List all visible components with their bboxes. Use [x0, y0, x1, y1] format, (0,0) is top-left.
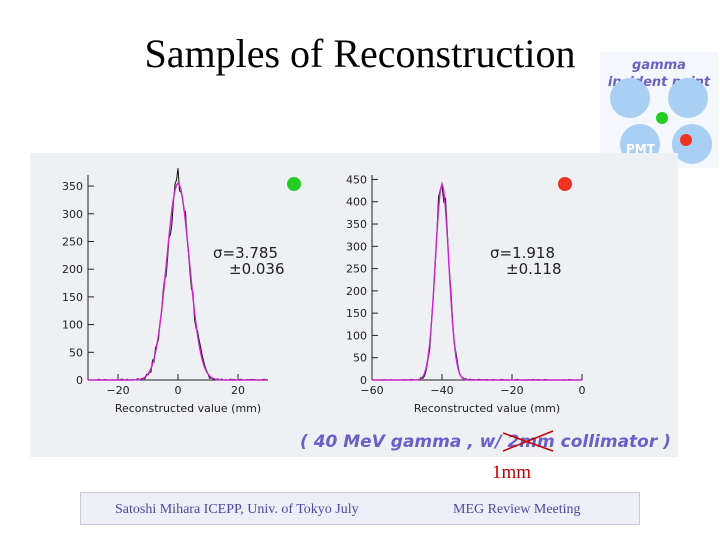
y-tick-label-0-50: 50 — [69, 346, 83, 359]
incident-marker-red — [558, 177, 572, 191]
y-tick-label-1-250: 250 — [346, 263, 367, 276]
y-tick-label-0-350: 350 — [62, 180, 83, 193]
y-tick-label-1-50: 50 — [353, 352, 367, 365]
x-axis-label-1: Reconstructed value (mm) — [414, 402, 560, 415]
y-tick-label-1-150: 150 — [346, 307, 367, 320]
y-tick-label-1-350: 350 — [346, 218, 367, 231]
incident-marker-green — [287, 177, 301, 191]
plot-area: 0 50 100 150 200 250 300 350 −20 0 20 Reconstructed… — [30, 153, 678, 457]
y-tick-label-1-0: 0 — [360, 374, 367, 387]
y-tick-label-1-400: 400 — [346, 196, 367, 209]
x-axis-label-0: Reconstructed value (mm) — [115, 402, 261, 415]
beam-condition-note: ( 40 MeV gamma , w/ 2mm collimator ) — [300, 430, 671, 452]
gaussian-fit-0 — [88, 182, 268, 381]
pmt-label: PMT — [626, 142, 656, 156]
y-tick-label-0-200: 200 — [62, 263, 83, 276]
footer-meeting: MEG Review Meeting — [453, 502, 581, 517]
pmt-disc-bottom-right — [672, 124, 712, 164]
x-tick-label-0-1: 0 — [175, 384, 182, 397]
y-tick-label-0-0: 0 — [76, 374, 83, 387]
x-tick-label-0-0: −20 — [106, 384, 129, 397]
footer-author: Satoshi Mihara ICEPP, Univ. of Tokyo Jul… — [115, 502, 359, 517]
y-tick-label-0-250: 250 — [62, 235, 83, 248]
incident-point-legend: gamma incident point PMT — [600, 52, 718, 168]
collimator-correction: 1mm — [492, 462, 532, 483]
y-tick-label-0-150: 150 — [62, 291, 83, 304]
gaussian-fit-1 — [372, 181, 582, 381]
note-prefix: ( 40 MeV gamma , w/ — [300, 432, 508, 452]
pmt-disc-top-right — [668, 78, 708, 118]
x-tick-label-1-3: 0 — [579, 384, 586, 397]
footer-bar: Satoshi Mihara ICEPP, Univ. of Tokyo Jul… — [80, 492, 640, 525]
y-tick-label-0-300: 300 — [62, 208, 83, 221]
sigma-value-0: σ=3.785 — [213, 244, 278, 262]
x-tick-label-1-0: −60 — [360, 384, 383, 397]
page-title: Samples of Reconstruction — [144, 31, 576, 76]
histogram-panels: 0 50 100 150 200 250 300 350 −20 0 20 Reconstructed… — [62, 168, 586, 415]
histogram-series-1 — [372, 184, 583, 381]
red-incident-marker — [680, 134, 692, 146]
x-tick-label-0-2: 20 — [231, 384, 245, 397]
sigma-error-1: ±0.118 — [506, 260, 562, 278]
pmt-disc-top-left — [610, 78, 650, 118]
x-tick-label-1-1: −40 — [430, 384, 453, 397]
x-tick-label-1-2: −20 — [500, 384, 523, 397]
legend-gamma-text: gamma — [632, 58, 686, 73]
green-incident-marker — [656, 112, 668, 124]
y-tick-label-1-450: 450 — [346, 173, 367, 186]
sigma-error-0: ±0.036 — [229, 260, 285, 278]
note-suffix: collimator ) — [554, 432, 671, 452]
y-tick-label-1-100: 100 — [346, 329, 367, 342]
pmt-diagram: PMT — [610, 78, 712, 164]
sigma-value-1: σ=1.918 — [490, 244, 555, 262]
y-tick-label-1-200: 200 — [346, 285, 367, 298]
y-tick-label-0-100: 100 — [62, 319, 83, 332]
y-tick-label-1-300: 300 — [346, 240, 367, 253]
strike-cross — [503, 430, 554, 452]
